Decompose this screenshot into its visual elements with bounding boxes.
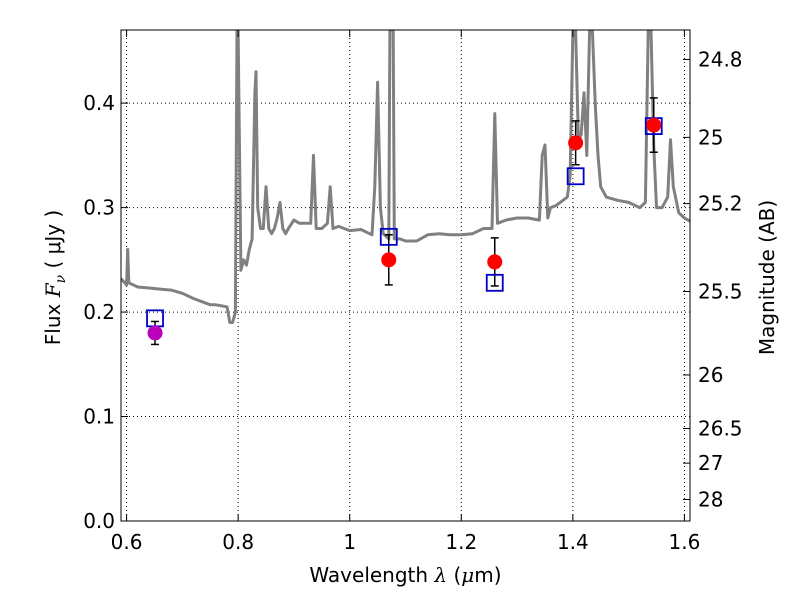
y-axis-label: Flux Fν ( μJy ): [41, 210, 69, 345]
y2-tick-label: 25.5: [698, 279, 743, 303]
observed-photometry-point: [147, 325, 163, 341]
y2-tick-label: 25.2: [698, 192, 743, 216]
x-tick-label: 1: [343, 530, 356, 554]
model-spectrum-line: [121, 30, 690, 324]
y2-tick-label: 28: [698, 487, 723, 511]
y-tick-label: 0.3: [83, 196, 115, 220]
model-photometry-square: [485, 273, 504, 292]
x-tick-label: 1.4: [557, 530, 589, 554]
y-tick-label: 0.0: [83, 509, 115, 533]
observed-photometry-point: [568, 135, 584, 151]
axis-ticks: 0.6 0.8 1 1.2 1.4 1.6 0.0 0.1 0.2 0.3 0.4 24.8 25 25.…: [83, 30, 743, 554]
y2-tick-label: 24.8: [698, 47, 743, 71]
observed-photometry-point: [487, 254, 503, 270]
x-tick-label: 1.6: [669, 530, 701, 554]
photometry-markers: [146, 97, 663, 346]
observed-photometry-point: [381, 252, 397, 268]
y-tick-label: 0.4: [83, 91, 115, 115]
x-tick-label: 0.8: [222, 530, 254, 554]
y2-axis-label: Magnitude (AB): [755, 200, 779, 355]
model-spectrum-series: [121, 30, 690, 324]
model-photometry-square: [379, 227, 398, 246]
y-tick-label: 0.2: [83, 300, 115, 324]
y2-tick-label: 27: [698, 451, 723, 475]
y2-tick-label: 25: [698, 125, 723, 149]
x-tick-label: 1.2: [445, 530, 477, 554]
observed-photometry-point: [646, 117, 662, 133]
plot-frame: [120, 29, 691, 522]
y2-tick-label: 26.5: [698, 417, 743, 441]
y2-tick-label: 26: [698, 363, 723, 387]
model-photometry-square: [566, 167, 585, 186]
y-tick-label: 0.1: [83, 405, 115, 429]
x-axis-label: Wavelength λ (μm): [309, 563, 501, 587]
grid-lines: [121, 30, 690, 522]
x-tick-label: 0.6: [111, 530, 143, 554]
